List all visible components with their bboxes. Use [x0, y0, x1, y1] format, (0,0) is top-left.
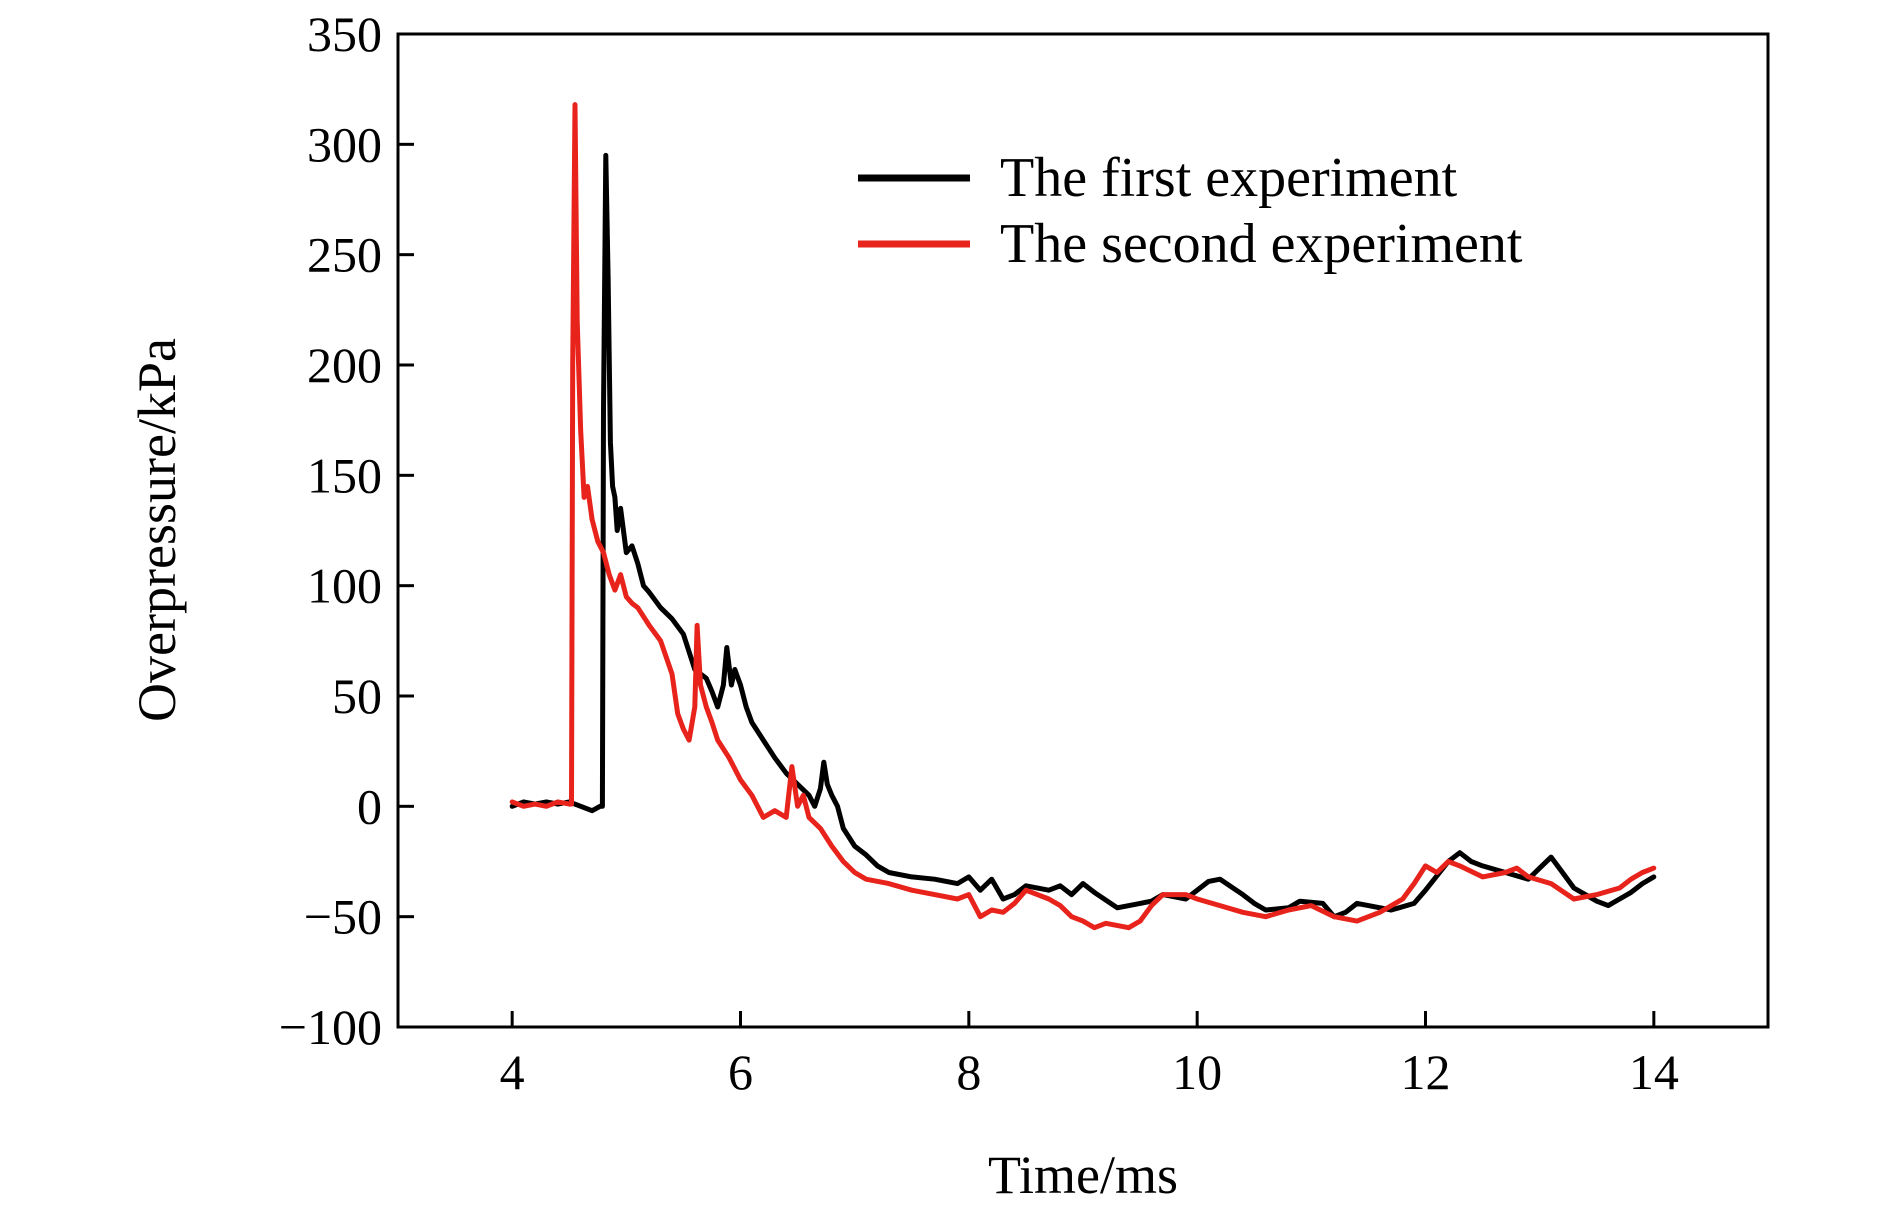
x-tick-label: 10: [1172, 1044, 1222, 1100]
x-tick-label: 14: [1629, 1044, 1679, 1100]
y-tick-label: 300: [307, 116, 382, 172]
y-tick-label: −50: [304, 889, 382, 945]
series-line-2: [509, 102, 1657, 931]
y-tick-label: 100: [307, 558, 382, 614]
series-line-1: [509, 152, 1657, 920]
x-axis: 4 6 8 10 12 14: [500, 1011, 1679, 1100]
x-tick-label: 8: [956, 1044, 981, 1100]
plot-frame: [396, 32, 1770, 1029]
x-tick-label: 6: [728, 1044, 753, 1100]
x-tick-label: 4: [500, 1044, 525, 1100]
y-tick-label: 350: [307, 6, 382, 62]
x-axis-label: Time/ms: [988, 1145, 1178, 1205]
legend-label-2: The second experiment: [1000, 213, 1523, 275]
y-tick-label: 150: [307, 447, 382, 503]
y-axis-label: Overpressure/kPa: [127, 338, 187, 722]
legend-label-1: The first experiment: [1000, 147, 1458, 209]
y-tick-label: 250: [307, 227, 382, 283]
y-tick-label: 0: [357, 778, 382, 834]
y-tick-label: −100: [279, 999, 382, 1055]
y-tick-label: 200: [307, 337, 382, 393]
series-layer: [509, 102, 1657, 931]
x-tick-label: 12: [1401, 1044, 1451, 1100]
y-tick-label: 50: [332, 668, 382, 724]
y-axis: −100 −50 0 50 100 150 200 250 300 350: [279, 6, 414, 1055]
